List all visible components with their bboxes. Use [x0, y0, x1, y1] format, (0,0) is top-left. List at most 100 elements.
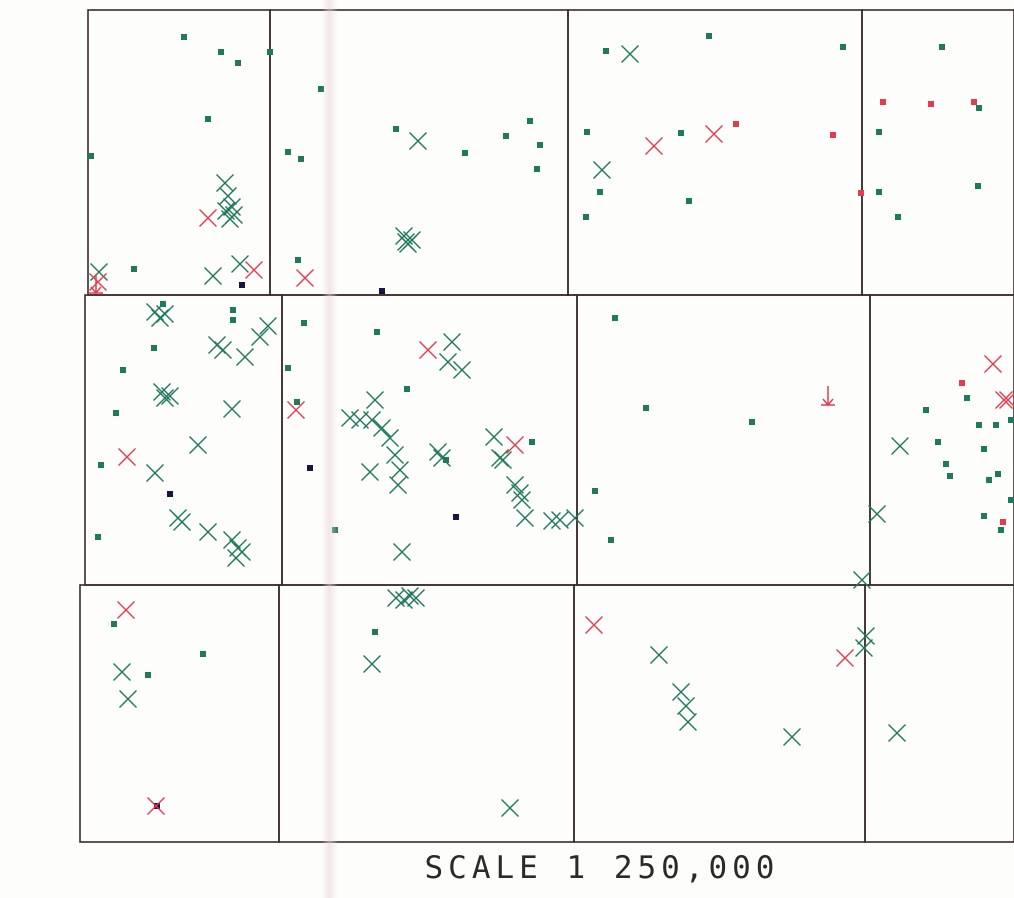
green-cross-marker	[453, 361, 471, 379]
green-square-marker	[393, 126, 399, 132]
green-square-marker	[404, 386, 410, 392]
green-square-marker	[200, 651, 206, 657]
green-square-marker	[706, 33, 712, 39]
green-cross-marker	[679, 713, 697, 731]
green-cross-marker	[429, 443, 447, 461]
sheet-r3-c1	[79, 584, 280, 843]
green-cross-marker	[403, 231, 421, 249]
green-cross-marker	[363, 655, 381, 673]
red-cross-marker	[118, 448, 136, 466]
green-square-marker	[876, 129, 882, 135]
dark-square-marker	[167, 491, 173, 497]
green-cross-marker	[386, 446, 404, 464]
red-cross-marker	[705, 125, 723, 143]
red-square-marker	[928, 101, 934, 107]
green-square-marker	[205, 116, 211, 122]
green-square-marker	[98, 462, 104, 468]
sheet-r1-c3	[567, 9, 863, 296]
green-cross-marker	[855, 639, 873, 657]
sheet-r2-c1	[84, 294, 283, 586]
green-cross-marker	[214, 341, 232, 359]
green-square-marker	[895, 214, 901, 220]
red-cross-marker	[645, 137, 663, 155]
dark-square-marker	[154, 803, 160, 809]
green-cross-marker	[393, 543, 411, 561]
green-cross-marker	[146, 464, 164, 482]
green-cross-marker	[891, 437, 909, 455]
green-cross-marker	[783, 728, 801, 746]
green-square-marker	[993, 422, 999, 428]
red-cross-marker	[419, 341, 437, 359]
green-cross-marker	[439, 353, 457, 371]
green-cross-marker	[485, 428, 503, 446]
green-square-marker	[643, 405, 649, 411]
green-cross-marker	[366, 391, 384, 409]
green-square-marker	[301, 320, 307, 326]
green-cross-marker	[397, 233, 415, 251]
survey-markers	[88, 33, 1014, 817]
green-square-marker	[975, 183, 981, 189]
red-cross-marker	[296, 269, 314, 287]
green-square-marker	[95, 534, 101, 540]
red-cross-marker	[506, 436, 524, 454]
green-square-marker	[876, 189, 882, 195]
green-square-marker	[592, 488, 598, 494]
green-cross-marker	[621, 45, 639, 63]
green-square-marker	[374, 329, 380, 335]
green-cross-marker	[516, 509, 534, 527]
green-square-marker	[294, 399, 300, 405]
red-square-marker	[959, 380, 965, 386]
green-cross-marker	[443, 333, 461, 351]
red-cross-marker	[117, 601, 135, 619]
red-cross-marker	[984, 355, 1002, 373]
green-square-marker	[298, 156, 304, 162]
green-square-marker	[603, 48, 609, 54]
green-square-marker	[935, 439, 941, 445]
green-square-marker	[151, 345, 157, 351]
green-square-marker	[597, 189, 603, 195]
green-cross-marker	[361, 463, 379, 481]
green-square-marker	[976, 422, 982, 428]
green-cross-marker	[888, 724, 906, 742]
green-cross-marker	[156, 305, 174, 323]
green-cross-marker	[223, 198, 241, 216]
green-square-marker	[131, 266, 137, 272]
red-square-marker	[880, 99, 886, 105]
dark-square-marker	[239, 282, 245, 288]
scale-label: SCALE 1 250,000	[424, 850, 780, 886]
green-cross-marker	[407, 589, 425, 607]
green-cross-marker	[219, 187, 237, 205]
sheet-r2-c3	[576, 294, 871, 586]
green-cross-marker	[672, 683, 690, 701]
red-square-marker	[1000, 519, 1006, 525]
green-cross-marker	[259, 317, 277, 335]
green-square-marker	[120, 367, 126, 373]
green-cross-marker	[506, 476, 524, 494]
green-cross-marker	[551, 511, 569, 529]
green-cross-marker	[409, 132, 427, 150]
green-cross-marker	[593, 161, 611, 179]
green-square-marker	[986, 477, 992, 483]
green-cross-marker	[677, 697, 695, 715]
red-arrow-marker	[89, 274, 103, 295]
green-cross-marker	[853, 571, 871, 589]
green-cross-marker	[223, 531, 241, 549]
green-cross-marker	[227, 549, 245, 567]
green-cross-marker	[161, 387, 179, 405]
green-cross-marker	[236, 348, 254, 366]
green-square-marker	[113, 410, 119, 416]
green-square-marker	[943, 461, 949, 467]
red-cross-marker	[999, 391, 1014, 409]
green-cross-marker	[494, 451, 512, 469]
green-cross-marker	[543, 512, 561, 530]
green-square-marker	[230, 317, 236, 323]
sheet-r3-c4	[864, 584, 1014, 843]
green-cross-marker	[173, 513, 191, 531]
red-cross-marker	[585, 616, 603, 634]
green-square-marker	[332, 527, 338, 533]
sheet-r3-c3	[573, 584, 866, 843]
green-cross-marker	[231, 255, 249, 273]
green-square-marker	[995, 471, 1001, 477]
green-cross-marker	[204, 267, 222, 285]
